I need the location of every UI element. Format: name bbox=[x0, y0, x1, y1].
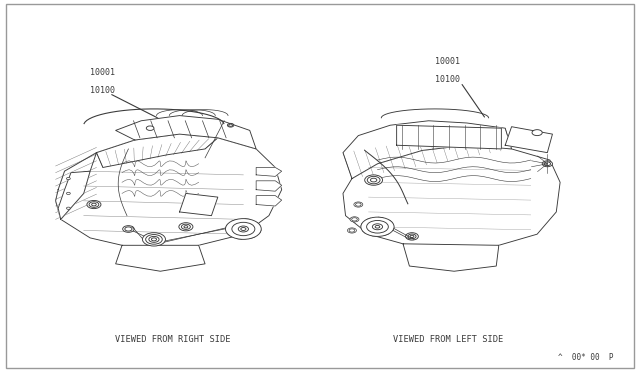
Circle shape bbox=[227, 124, 234, 127]
Polygon shape bbox=[403, 244, 499, 271]
Polygon shape bbox=[58, 171, 90, 219]
Polygon shape bbox=[387, 220, 392, 227]
Polygon shape bbox=[243, 235, 255, 238]
Text: ^  00* 00  P: ^ 00* 00 P bbox=[558, 353, 614, 362]
Text: VIEWED FROM RIGHT SIDE: VIEWED FROM RIGHT SIDE bbox=[115, 335, 231, 344]
Circle shape bbox=[544, 162, 550, 166]
Polygon shape bbox=[245, 219, 252, 224]
Polygon shape bbox=[116, 245, 205, 271]
Polygon shape bbox=[256, 181, 282, 191]
Circle shape bbox=[67, 177, 70, 180]
Circle shape bbox=[371, 178, 377, 182]
Circle shape bbox=[350, 217, 359, 222]
Circle shape bbox=[354, 202, 363, 207]
Text: 10001: 10001 bbox=[435, 57, 460, 65]
Circle shape bbox=[125, 227, 132, 231]
Circle shape bbox=[232, 222, 255, 235]
Polygon shape bbox=[361, 222, 370, 227]
Polygon shape bbox=[253, 222, 260, 229]
Polygon shape bbox=[256, 196, 282, 206]
Circle shape bbox=[143, 233, 166, 246]
Circle shape bbox=[367, 221, 388, 233]
Text: 10001: 10001 bbox=[90, 68, 115, 77]
Circle shape bbox=[149, 236, 159, 242]
Circle shape bbox=[372, 224, 383, 230]
Circle shape bbox=[87, 201, 101, 209]
Circle shape bbox=[241, 228, 246, 231]
Circle shape bbox=[367, 176, 380, 184]
Polygon shape bbox=[116, 116, 256, 149]
Polygon shape bbox=[378, 217, 385, 222]
Polygon shape bbox=[56, 134, 282, 249]
Polygon shape bbox=[370, 231, 377, 236]
Polygon shape bbox=[236, 234, 242, 239]
Polygon shape bbox=[97, 134, 218, 167]
Circle shape bbox=[542, 161, 552, 167]
Polygon shape bbox=[385, 227, 394, 231]
Text: 10100: 10100 bbox=[435, 75, 460, 84]
Polygon shape bbox=[378, 232, 388, 235]
Circle shape bbox=[375, 225, 380, 228]
Polygon shape bbox=[179, 193, 218, 216]
Polygon shape bbox=[362, 227, 368, 233]
Circle shape bbox=[348, 228, 356, 233]
Circle shape bbox=[238, 226, 248, 232]
Circle shape bbox=[351, 218, 357, 221]
Circle shape bbox=[349, 229, 355, 232]
Circle shape bbox=[184, 226, 188, 228]
Circle shape bbox=[92, 203, 96, 206]
Circle shape bbox=[225, 219, 261, 239]
Circle shape bbox=[146, 235, 163, 244]
Polygon shape bbox=[56, 153, 97, 219]
Circle shape bbox=[532, 130, 542, 136]
Polygon shape bbox=[232, 219, 243, 223]
Polygon shape bbox=[227, 229, 233, 236]
Polygon shape bbox=[256, 167, 282, 176]
Circle shape bbox=[123, 226, 134, 232]
Circle shape bbox=[147, 126, 154, 131]
Polygon shape bbox=[343, 121, 511, 179]
Circle shape bbox=[67, 192, 70, 195]
Circle shape bbox=[410, 235, 414, 237]
Circle shape bbox=[365, 175, 383, 185]
Circle shape bbox=[181, 224, 190, 230]
Circle shape bbox=[67, 207, 70, 209]
Circle shape bbox=[152, 238, 157, 241]
Polygon shape bbox=[366, 218, 378, 221]
Circle shape bbox=[355, 203, 361, 206]
Circle shape bbox=[179, 223, 193, 231]
Circle shape bbox=[406, 233, 419, 240]
Circle shape bbox=[228, 124, 232, 126]
Circle shape bbox=[361, 217, 394, 236]
Polygon shape bbox=[505, 127, 552, 153]
Polygon shape bbox=[225, 224, 236, 228]
Text: VIEWED FROM LEFT SIDE: VIEWED FROM LEFT SIDE bbox=[392, 335, 503, 344]
Polygon shape bbox=[397, 125, 501, 149]
Polygon shape bbox=[343, 145, 560, 249]
Circle shape bbox=[408, 234, 416, 239]
Text: 10100: 10100 bbox=[90, 86, 115, 95]
Polygon shape bbox=[252, 230, 261, 234]
Circle shape bbox=[89, 202, 99, 207]
